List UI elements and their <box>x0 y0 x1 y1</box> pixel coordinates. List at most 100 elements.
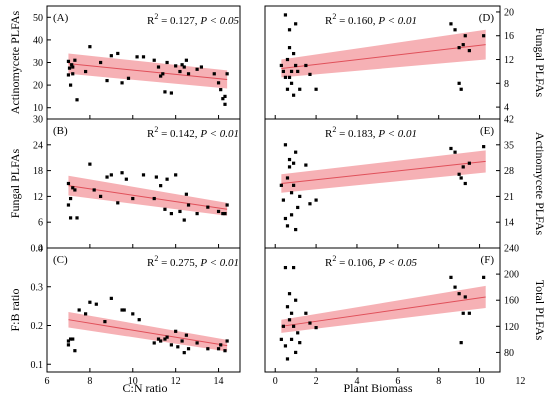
data-point <box>298 87 302 91</box>
data-point <box>88 300 92 304</box>
y-axis-label: Actinomycete PLFAs <box>8 10 22 114</box>
data-point <box>141 173 146 177</box>
data-point <box>195 212 199 216</box>
y-tick-label: 12 <box>33 192 43 203</box>
x-tick-label: 4 <box>354 376 359 387</box>
confidence-band <box>281 150 486 193</box>
data-point <box>463 295 467 299</box>
data-point <box>195 67 199 71</box>
data-point <box>163 207 167 211</box>
data-point <box>84 312 88 316</box>
fit-line <box>281 44 486 69</box>
y-tick-label: 21 <box>504 192 514 203</box>
data-point <box>221 212 225 216</box>
y-tick-label: 160 <box>504 296 519 307</box>
data-point <box>212 72 216 76</box>
data-point <box>298 341 302 345</box>
data-point <box>178 209 182 214</box>
data-point <box>152 341 156 345</box>
y-axis-label: Total PLFAs <box>533 280 547 341</box>
data-point <box>206 205 210 209</box>
data-point <box>294 63 298 68</box>
data-point <box>186 203 191 207</box>
panel-letter: (A) <box>53 12 69 24</box>
x-tick-label: 14 <box>214 376 224 387</box>
data-point <box>283 344 288 348</box>
data-point <box>184 58 188 62</box>
data-point <box>279 183 283 187</box>
confidence-band <box>68 175 228 216</box>
data-point <box>285 357 290 361</box>
data-point <box>482 34 486 38</box>
data-point <box>467 49 471 53</box>
data-point <box>141 55 146 59</box>
data-point <box>152 58 156 62</box>
data-point <box>77 308 81 312</box>
data-point <box>296 205 300 210</box>
data-point <box>152 196 156 201</box>
y-axis-label: Fungal PLFAs <box>533 28 547 98</box>
data-point <box>163 337 167 341</box>
data-point <box>154 175 158 179</box>
data-point <box>182 65 186 69</box>
data-point <box>457 46 461 50</box>
data-point <box>314 198 318 202</box>
data-point <box>165 177 169 181</box>
data-point <box>180 63 184 67</box>
plot-frame <box>264 247 501 373</box>
fit-line <box>281 296 486 327</box>
data-point <box>292 51 296 56</box>
data-point <box>169 343 173 347</box>
data-point <box>457 81 461 85</box>
y-tick-label: 0.2 <box>31 321 44 332</box>
y-tick-label: 80 <box>504 348 514 359</box>
data-point <box>449 275 453 279</box>
y-tick-label: 42 <box>504 115 514 126</box>
data-point <box>461 43 465 47</box>
data-point <box>99 60 103 65</box>
data-point <box>283 13 288 17</box>
data-point <box>285 176 290 180</box>
data-point <box>126 76 131 80</box>
data-point <box>289 81 294 85</box>
data-point <box>182 351 186 355</box>
x-tick-label: 8 <box>436 376 441 387</box>
y-axis-label: Actinomycete PLFAs <box>533 132 547 236</box>
r-squared-annotation: R2 = 0.275, P < 0.01 <box>147 254 239 269</box>
data-point <box>223 349 227 353</box>
y-tick-label: 200 <box>504 270 519 281</box>
confidence-band <box>281 29 486 78</box>
y-tick-label: 14 <box>504 218 514 229</box>
data-point <box>161 72 165 76</box>
data-point <box>75 216 79 220</box>
x-axis-label-left: C:N ratio <box>123 381 168 395</box>
data-point <box>298 194 302 198</box>
data-point <box>73 58 77 62</box>
data-point <box>308 72 312 76</box>
data-point <box>453 28 457 32</box>
y-tick-label: 6 <box>38 218 43 229</box>
y-axis-label: Fungal PLFAs <box>8 148 22 218</box>
data-point <box>73 349 77 353</box>
panel-f: 80 120 160 200 240 0 2 4 6 8 10 12 (F) R2 = 0.106, P … <box>264 244 547 387</box>
data-point <box>294 350 298 355</box>
data-point <box>66 343 71 347</box>
data-point <box>289 213 294 217</box>
y-tick-label: 30 <box>33 58 43 69</box>
data-point <box>216 81 221 85</box>
y-tick-label: 0 <box>38 244 43 255</box>
data-point <box>159 184 163 188</box>
data-point <box>287 292 292 296</box>
data-point <box>73 188 77 192</box>
data-point <box>223 102 227 106</box>
confidence-band <box>68 311 228 352</box>
data-point <box>461 311 465 315</box>
r-squared-annotation: R2 = 0.160, P < 0.01 <box>325 12 417 27</box>
data-point <box>223 212 227 216</box>
y-tick-label: 18 <box>33 166 43 177</box>
x-tick-label: 0 <box>273 376 278 387</box>
panel-b: 0 6 12 18 24 30 (B) R2 = 0.142, P < 0.01 Fungal … <box>8 115 241 255</box>
data-point <box>184 333 188 337</box>
y-tick-label: 50 <box>33 13 43 24</box>
data-point <box>137 318 141 322</box>
